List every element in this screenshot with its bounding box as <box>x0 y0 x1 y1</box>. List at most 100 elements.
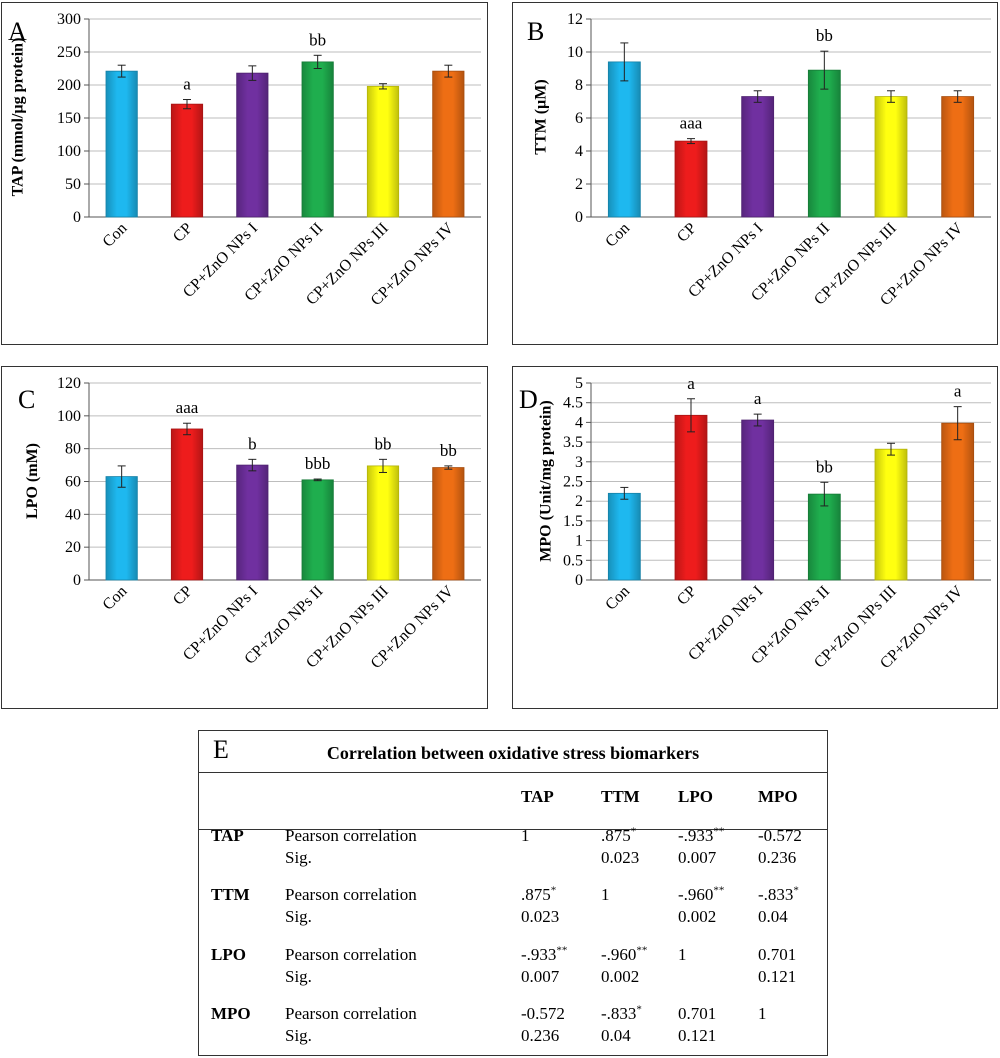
chart-panel-c: C LPO (mM) 0 20 40 60 80 100 120 Con aaa CP b CP+Zn… <box>1 366 488 709</box>
chart-panel-d: D MPO (Unit/mg protein) 0 0.5 1 1.5 2 2.5 3 3.5… <box>512 366 998 709</box>
y-tick-label: 5 <box>575 375 583 392</box>
sig-value: 0.04 <box>758 907 788 926</box>
significance-star: ** <box>636 944 648 957</box>
pearson-value: -.933** <box>521 944 568 964</box>
significance-label: bb <box>816 457 833 476</box>
significance-star: * <box>636 1003 642 1016</box>
x-tick-label: CP <box>674 220 700 246</box>
pearson-value: 1 <box>521 826 530 845</box>
y-tick-label: 8 <box>575 77 583 94</box>
y-tick-label: 100 <box>57 408 81 425</box>
column-header: LPO <box>678 787 713 806</box>
y-tick-label: 4 <box>575 143 583 160</box>
significance-label: bb <box>375 434 392 453</box>
pearson-value: 0.701 <box>678 1004 717 1023</box>
y-tick-label: 4 <box>575 414 583 431</box>
significance-label: bb <box>309 30 326 49</box>
significance-label: a <box>183 75 191 94</box>
bar <box>941 422 975 581</box>
bar <box>432 70 465 218</box>
sig-label: Sig. <box>285 907 312 926</box>
sig-label: Sig. <box>285 967 312 986</box>
pearson-label: Pearson correlation <box>285 885 417 904</box>
sig-value: 0.007 <box>678 848 717 867</box>
y-tick-label: 0 <box>575 572 583 589</box>
bar <box>674 140 708 218</box>
y-tick-label: 3.5 <box>563 434 583 451</box>
bar <box>301 479 334 581</box>
y-tick-label: 120 <box>57 375 81 392</box>
pearson-value: -.960** <box>678 884 725 904</box>
bar <box>366 85 400 218</box>
x-tick-label: Con <box>602 220 633 251</box>
significance-label: a <box>754 389 762 408</box>
panel-letter-c: C <box>18 385 36 414</box>
bar <box>807 493 841 581</box>
pearson-value: -.833* <box>601 1003 642 1023</box>
y-tick-label: 2 <box>575 493 583 510</box>
bar <box>301 61 334 218</box>
panel-letter-e: E <box>213 735 229 764</box>
y-tick-label: 40 <box>65 506 81 523</box>
panel-letter-a: A <box>8 17 27 46</box>
sig-value: 0.236 <box>521 1026 560 1045</box>
y-tick-label: 2.5 <box>563 474 583 491</box>
significance-star: * <box>550 884 557 897</box>
x-tick-label: Con <box>602 583 633 614</box>
bar <box>105 70 138 218</box>
pearson-value: -0.572 <box>521 1004 565 1023</box>
significance-star: ** <box>713 884 725 897</box>
significance-star: * <box>630 825 637 838</box>
y-tick-label: 0.5 <box>563 552 583 569</box>
bar <box>941 96 975 218</box>
y-tick-label: 10 <box>567 44 583 61</box>
pearson-value: -.960** <box>601 944 648 964</box>
significance-label: a <box>687 374 695 393</box>
x-tick-label: CP <box>674 583 700 609</box>
x-tick-label: CP <box>170 583 196 609</box>
table-divider <box>199 829 827 830</box>
pearson-label: Pearson correlation <box>285 826 417 845</box>
pearson-value: 1 <box>758 1004 767 1023</box>
significance-star: ** <box>713 825 725 838</box>
y-tick-label: 0 <box>575 209 583 226</box>
pearson-value: -0.572 <box>758 826 802 845</box>
pearson-value: -.933** <box>678 825 725 845</box>
bar <box>674 414 708 581</box>
chart-panel-a: A TAP (mmol/µg protein) 0 50 100 150 200 250 3… <box>1 2 488 345</box>
bar <box>236 464 269 581</box>
sig-value: 0.023 <box>521 907 560 926</box>
bar <box>236 72 269 218</box>
sig-value: 0.04 <box>601 1026 631 1045</box>
significance-label: a <box>954 382 962 401</box>
sig-value: 0.121 <box>758 967 797 986</box>
y-tick-label: 3 <box>575 454 583 471</box>
row-header: TAP <box>211 826 244 845</box>
y-tick-label: 1.5 <box>563 513 583 530</box>
sig-value: 0.236 <box>758 848 797 867</box>
pearson-value: .875* <box>601 825 637 845</box>
y-tick-label: 80 <box>65 441 81 458</box>
significance-label: bb <box>816 26 833 45</box>
pearson-value: 1 <box>678 945 687 964</box>
bar <box>432 467 465 581</box>
significance-label: aaa <box>680 114 703 133</box>
bar <box>741 96 775 218</box>
pearson-value: 0.701 <box>758 945 797 964</box>
y-tick-label: 60 <box>65 474 81 491</box>
bar <box>607 61 641 218</box>
y-tick-label: 300 <box>57 11 81 28</box>
bar <box>170 103 204 218</box>
column-header: MPO <box>758 787 798 806</box>
bar <box>874 96 908 218</box>
pearson-value: .875* <box>521 884 557 904</box>
y-tick-label: 100 <box>57 143 81 160</box>
y-tick-label: 6 <box>575 110 583 127</box>
chart-panel-b: B TTM (µM) 0 2 4 6 8 10 12 Con aaa CP CP+ZnO NPs I… <box>512 2 998 345</box>
bar <box>170 428 204 581</box>
bar <box>741 419 775 581</box>
row-header: MPO <box>211 1004 251 1023</box>
